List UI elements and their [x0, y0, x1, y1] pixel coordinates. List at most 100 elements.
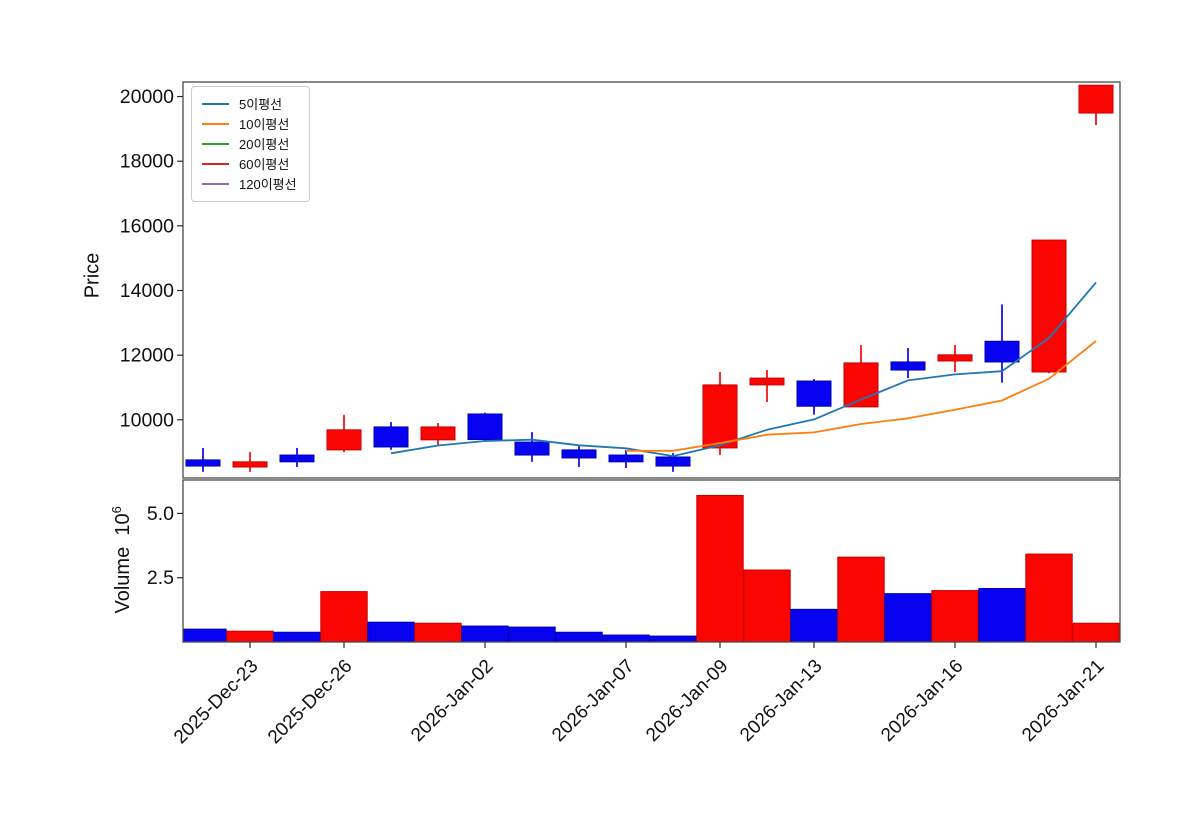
candle-body [655, 456, 691, 467]
candle-17 [937, 345, 973, 372]
candle-body [1031, 239, 1067, 373]
legend-line-swatch [202, 123, 229, 125]
x-tick-label: 2026-Jan-16 [877, 656, 967, 746]
x-tick-label: 2026-Jan-02 [407, 656, 497, 746]
candle-19 [1031, 239, 1067, 374]
volume-bar-16 [884, 593, 932, 642]
price-y-tick-label: 14000 [120, 280, 174, 302]
volume-bar-6 [414, 622, 462, 642]
legend-line-swatch [202, 143, 229, 145]
volume-plot-border [182, 479, 1121, 643]
candle-body [514, 441, 550, 456]
ma5-line [390, 281, 1097, 458]
candle-20 [1078, 84, 1114, 125]
candle-14 [796, 379, 832, 415]
candle-4 [326, 414, 362, 453]
legend-item: 10이평선 [202, 114, 297, 134]
candle-15 [843, 345, 879, 408]
volume-axis-label: Volume 106 [109, 480, 135, 640]
candle-body [937, 354, 973, 362]
candle-13 [749, 370, 785, 403]
legend-item-label: 20이평선 [239, 136, 290, 152]
candle-3 [279, 447, 315, 468]
volume-y-tick-label: 2.5 [147, 567, 174, 589]
candle-body [1078, 84, 1114, 114]
candle-body [890, 361, 926, 371]
candle-18 [984, 304, 1020, 383]
volume-bar-10 [602, 634, 650, 642]
volume-bar-18 [978, 588, 1026, 642]
candle-body [984, 340, 1020, 363]
x-tick-label: 2026-Jan-13 [736, 656, 826, 746]
legend-item-label: 10이평선 [239, 116, 290, 132]
volume-axis-unit-exponent: 6 [109, 506, 125, 514]
legend-item-label: 5이평선 [239, 96, 283, 112]
legend-item: 60이평선 [202, 154, 297, 174]
volume-bar-17 [931, 590, 979, 642]
candle-16 [890, 348, 926, 379]
volume-bars [183, 494, 1120, 642]
candle-9 [561, 445, 597, 468]
candles [185, 84, 1114, 472]
volume-bar-1 [183, 628, 227, 642]
legend-item: 5이평선 [202, 94, 297, 114]
volume-bar-8 [508, 626, 556, 642]
volume-bar-3 [273, 631, 321, 642]
legend: 5이평선 10이평선 20이평선 60이평선 120이평선 [191, 86, 310, 202]
volume-bar-19 [1025, 553, 1073, 642]
x-tick-label: 2026-Jan-21 [1018, 656, 1108, 746]
x-tick-label: 2026-Jan-07 [548, 656, 638, 746]
candle-body [796, 380, 832, 407]
price-y-tick-label: 20000 [120, 86, 174, 108]
volume-axis-label-text: Volume [111, 546, 134, 614]
candle-8 [514, 432, 550, 462]
legend-line-swatch [202, 183, 229, 185]
volume-bar-14 [790, 608, 838, 642]
candle-12 [702, 371, 738, 456]
volume-bar-12 [696, 494, 744, 642]
legend-line-swatch [202, 103, 229, 105]
candle-body [749, 377, 785, 386]
volume-bar-5 [367, 621, 415, 642]
candle-body [373, 426, 409, 448]
price-plot-border [182, 81, 1121, 479]
legend-item-label: 120이평선 [239, 176, 297, 192]
volume-bar-20 [1072, 622, 1120, 642]
candle-7 [467, 412, 503, 442]
volume-bar-2 [226, 630, 274, 642]
candle-body [420, 426, 456, 441]
price-y-tick-label: 12000 [120, 345, 174, 367]
legend-line-swatch [202, 163, 229, 165]
ma-lines [390, 281, 1097, 458]
candle-body [279, 454, 315, 463]
volume-bar-9 [555, 631, 603, 642]
volume-bar-7 [461, 625, 509, 642]
price-y-tick-label: 10000 [120, 409, 174, 431]
candle-2 [232, 452, 268, 472]
candle-10 [608, 449, 644, 468]
volume-bar-4 [320, 591, 368, 642]
candle-body [561, 449, 597, 459]
price-axis-label: Price [81, 252, 104, 299]
candle-body [702, 384, 738, 449]
ma10-line [626, 340, 1097, 452]
legend-item: 20이평선 [202, 134, 297, 154]
volume-bar-13 [743, 569, 791, 642]
candle-5 [373, 422, 409, 450]
candle-1 [185, 447, 221, 472]
candle-body [232, 461, 268, 468]
legend-item-label: 60이평선 [239, 156, 290, 172]
price-y-tick-label: 16000 [120, 215, 174, 237]
volume-y-tick-label: 5.0 [147, 503, 174, 525]
candle-body [185, 459, 221, 467]
x-tick-label: 2025-Dec-23 [170, 656, 263, 749]
volume-bar-15 [837, 556, 885, 642]
x-tick-label: 2026-Jan-09 [642, 656, 732, 746]
volume-bar-11 [649, 635, 697, 642]
legend-item: 120이평선 [202, 174, 297, 194]
price-y-tick-label: 18000 [120, 151, 174, 173]
candle-6 [420, 423, 456, 446]
candle-body [326, 429, 362, 451]
